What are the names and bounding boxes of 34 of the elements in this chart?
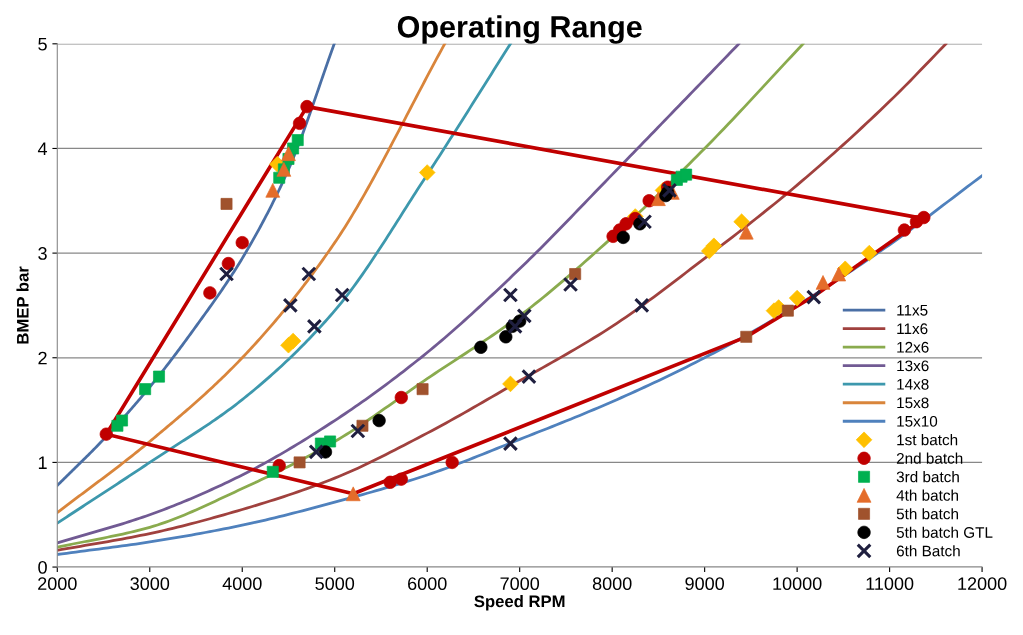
x-tick-label: 7000 xyxy=(500,577,540,591)
chart-title: Operating Range xyxy=(397,15,642,44)
y-tick-label: 0 xyxy=(38,560,47,574)
x-tick-label: 12000 xyxy=(958,577,1007,591)
x-tick-label: 11000 xyxy=(866,577,914,591)
legend-label: 11x6 xyxy=(897,323,928,335)
legend-label: 6th Batch xyxy=(896,545,960,557)
x-tick-label: 9000 xyxy=(685,577,725,591)
x-tick-label: 4000 xyxy=(222,577,262,591)
legend-label: 4th batch xyxy=(896,489,958,501)
x-tick-label: 10000 xyxy=(773,577,822,591)
legend-label: 15x10 xyxy=(897,415,938,427)
legend-label: 2nd batch xyxy=(896,452,963,464)
y-axis-title: BMEP bar xyxy=(16,266,29,344)
y-tick-label: 3 xyxy=(38,247,47,260)
x-axis-title: Speed RPM xyxy=(474,595,565,611)
legend-label: 5th batch xyxy=(896,508,958,520)
legend-label: 15x8 xyxy=(897,397,929,409)
legend-label: 12x6 xyxy=(897,341,929,353)
x-tick-label: 2000 xyxy=(38,577,77,591)
legend-label: 3rd batch xyxy=(896,471,959,483)
x-tick-label: 5000 xyxy=(315,577,355,591)
y-tick-label: 5 xyxy=(38,37,47,51)
y-tick-label: 4 xyxy=(37,142,48,156)
x-tick-label: 6000 xyxy=(408,577,447,591)
legend-label: 5th batch GTL xyxy=(896,526,993,538)
x-tick-label: 3000 xyxy=(130,577,170,591)
legend-label: 11x5 xyxy=(897,304,928,316)
legend-label: 14x8 xyxy=(897,378,929,390)
legend-label: 1st batch xyxy=(897,434,958,446)
y-tick-label: 1 xyxy=(38,456,47,469)
x-tick-label: 8000 xyxy=(592,577,632,591)
y-tick-label: 2 xyxy=(38,351,47,365)
legend-label: 13x6 xyxy=(897,360,929,372)
